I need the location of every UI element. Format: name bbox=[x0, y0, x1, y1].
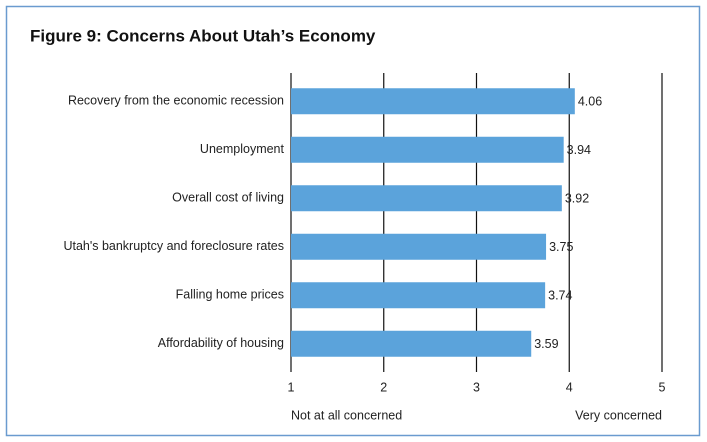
value-label: 3.94 bbox=[567, 143, 591, 157]
bar bbox=[291, 185, 562, 212]
x-tick-label: 2 bbox=[380, 380, 387, 394]
bar bbox=[291, 136, 564, 163]
value-label: 3.74 bbox=[548, 289, 572, 303]
bar bbox=[291, 233, 547, 260]
value-label: 3.59 bbox=[534, 337, 558, 351]
x-tick-label: 3 bbox=[473, 380, 480, 394]
value-label: 3.75 bbox=[549, 240, 573, 254]
bar bbox=[291, 282, 546, 309]
bar bbox=[291, 88, 575, 115]
x-tick-label: 4 bbox=[566, 380, 573, 394]
y-tick-label: Recovery from the economic recession bbox=[68, 94, 284, 108]
axis-annotation: Very concerned bbox=[575, 408, 662, 422]
y-tick-label: Utah's bankruptcy and foreclosure rates bbox=[63, 239, 284, 253]
value-label: 3.92 bbox=[565, 192, 589, 206]
y-tick-label: Unemployment bbox=[200, 142, 285, 156]
bar bbox=[291, 330, 532, 357]
frame bbox=[5, 5, 701, 437]
chart-title: Figure 9: Concerns About Utah’s Economy bbox=[30, 26, 376, 45]
y-tick-label: Overall cost of living bbox=[172, 191, 284, 205]
y-tick-label: Falling home prices bbox=[176, 288, 284, 302]
value-label: 4.06 bbox=[578, 95, 602, 109]
x-tick-label: 5 bbox=[659, 380, 666, 394]
x-tick-label: 1 bbox=[288, 380, 295, 394]
axis-annotation: Not at all concerned bbox=[291, 408, 402, 422]
y-tick-label: Affordability of housing bbox=[158, 336, 284, 350]
